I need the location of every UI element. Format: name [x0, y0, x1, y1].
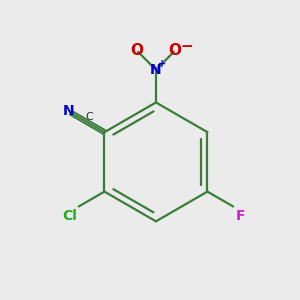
- Text: Cl: Cl: [62, 209, 77, 223]
- Text: N: N: [150, 63, 162, 77]
- Text: F: F: [236, 209, 245, 223]
- Text: N: N: [63, 104, 74, 118]
- Text: C: C: [86, 112, 94, 122]
- Text: O: O: [130, 43, 143, 58]
- Text: O: O: [168, 43, 181, 58]
- Text: +: +: [158, 59, 166, 69]
- Text: −: −: [180, 39, 193, 54]
